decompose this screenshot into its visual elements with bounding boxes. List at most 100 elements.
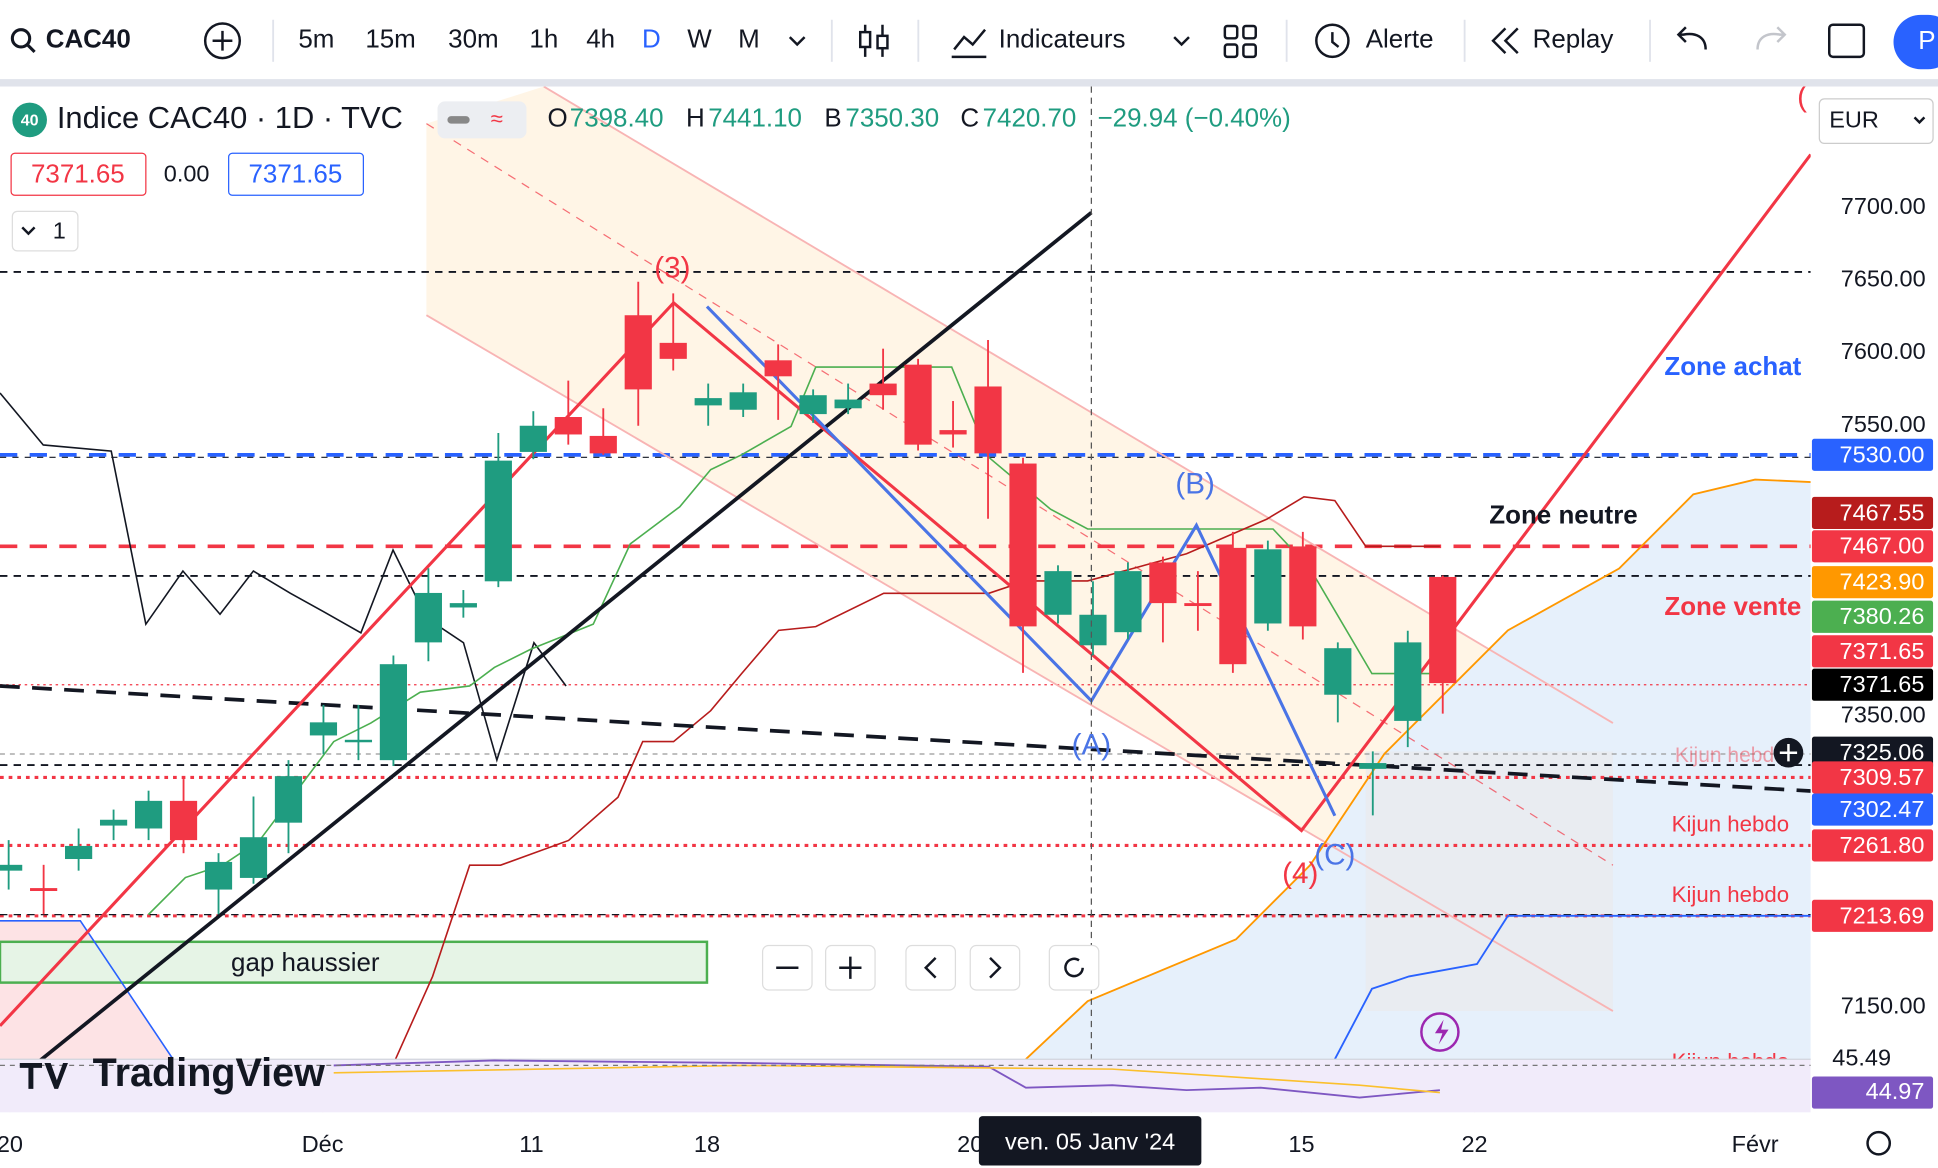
alert-button[interactable]: Alerte [1366, 26, 1434, 54]
price-tick-label: 7700.00 [1841, 193, 1926, 219]
ohlc-value: 7350.30 [845, 105, 939, 133]
sell-button[interactable] [10, 152, 147, 196]
collapse-count: 1 [53, 218, 66, 244]
compare-button[interactable] [203, 22, 242, 60]
legend-toggle[interactable] [437, 101, 527, 139]
time-tick-label: 20 [0, 1131, 23, 1157]
interval-button[interactable]: D [642, 26, 661, 54]
time-tick-label: Févr [1732, 1131, 1779, 1157]
wave-line [0, 153, 1812, 1027]
buy-button[interactable] [228, 152, 364, 196]
osc-tick-label: 45.49 [1832, 1044, 1891, 1070]
scroll-left[interactable] [905, 944, 957, 991]
price-tick-label: 7550.00 [1841, 411, 1926, 437]
sell-price: 7371.65 [31, 160, 125, 188]
interval-button[interactable]: 1h [529, 26, 558, 54]
account-button[interactable] [1893, 14, 1938, 70]
candle-body [729, 392, 757, 410]
logo: TradingView [93, 1051, 325, 1095]
price-tick-label: 7600.00 [1841, 338, 1926, 364]
candle-body [1324, 648, 1352, 695]
candle-body [65, 845, 93, 860]
candle-body [99, 819, 128, 826]
candle-body [1009, 463, 1037, 627]
price-tag [1811, 635, 1934, 668]
intervals: 5m 15m 30m 1h 4h D W M [298, 26, 759, 54]
osc-tick-label: 44.97 [1866, 1078, 1925, 1104]
ohlc-value: 7420.70 [983, 105, 1077, 133]
wave-label: (3) [654, 251, 690, 284]
wave-line [705, 305, 1337, 817]
kijun-line [147, 366, 1440, 916]
price-tag [1811, 668, 1934, 701]
symbol-search[interactable]: CAC40 [46, 26, 131, 54]
gap-box [0, 940, 709, 984]
zone-label: Zone vente [1664, 593, 1801, 621]
wave-label: (A) [1072, 728, 1112, 761]
ohlc-label: O [548, 105, 568, 133]
candle-body [1149, 562, 1177, 604]
collapse-button[interactable] [11, 210, 79, 252]
time-tick-label: Déc [302, 1131, 344, 1157]
candle-body [799, 395, 827, 415]
account-label: P [1918, 27, 1935, 55]
candle-body [309, 722, 338, 736]
buy-price: 7371.65 [249, 160, 343, 188]
candle-body [379, 664, 408, 761]
scroll-right[interactable] [969, 944, 1021, 991]
price-axis-labels: 7700.00 7650.00 7600.00 7550.00 7350.00 7150.… [1773, 193, 1934, 1109]
candles [0, 281, 1756, 1113]
event-icon [1434, 1019, 1449, 1045]
candle-body [1184, 603, 1212, 607]
interval-button[interactable]: M [738, 26, 760, 54]
interval-button[interactable]: W [687, 26, 712, 54]
price-tag [1811, 736, 1934, 769]
osc-pane [0, 1059, 1811, 1113]
ohlc-value: 7441.10 [708, 105, 802, 133]
toolbar [0, 0, 1938, 80]
interval-button[interactable]: 4h [586, 26, 615, 54]
ohlc-label: B [824, 105, 841, 133]
indicators-button[interactable]: Indicateurs [999, 26, 1126, 54]
span-b [1334, 914, 1811, 1060]
event-icon[interactable] [1420, 1012, 1460, 1052]
time-tick-label: 11 [519, 1131, 543, 1157]
candle-body [1289, 546, 1317, 627]
candle-body [589, 435, 617, 454]
interval-button[interactable]: 30m [448, 26, 498, 54]
senkou-line [394, 496, 1440, 1060]
candle-body [1394, 642, 1422, 721]
fullscreen-button[interactable] [1827, 23, 1866, 59]
price-tag-label: 7530.00 [1840, 441, 1925, 467]
price-tag [1811, 566, 1934, 599]
trendline [35, 211, 1093, 1065]
price-tag [1811, 438, 1934, 471]
price-tag-label: 7371.65 [1840, 671, 1925, 697]
candle-body [274, 776, 303, 823]
wave-label: (B) [1175, 468, 1215, 501]
candle-body [1359, 763, 1387, 769]
reset[interactable] [1048, 944, 1100, 991]
crosshair-plus-icon [1779, 744, 1798, 762]
candle-body [1254, 549, 1282, 624]
candle-body [134, 800, 163, 829]
price-tag-label: 7213.69 [1840, 902, 1925, 928]
ohlc-label: H [686, 105, 705, 133]
kijun-label: Kijun hebdo [1672, 812, 1789, 837]
settings-icon[interactable] [1866, 1130, 1892, 1156]
time-axis [0, 1112, 1938, 1168]
osc-line [333, 1059, 1440, 1099]
interval-button[interactable]: 15m [365, 26, 415, 54]
osc-tag [1811, 1076, 1934, 1109]
candle-body [414, 592, 442, 643]
price-tag [1811, 530, 1934, 563]
currency-select[interactable] [1818, 98, 1934, 144]
replay-button[interactable]: Replay [1533, 26, 1614, 54]
candle-body [974, 386, 1002, 454]
ohlc-value: 7398.40 [570, 105, 664, 133]
candle-body [449, 603, 477, 608]
candle-body [869, 383, 897, 396]
interval-button[interactable]: 5m [298, 26, 334, 54]
symbol-badge-text: 40 [21, 111, 39, 129]
price-tag [1811, 600, 1934, 633]
